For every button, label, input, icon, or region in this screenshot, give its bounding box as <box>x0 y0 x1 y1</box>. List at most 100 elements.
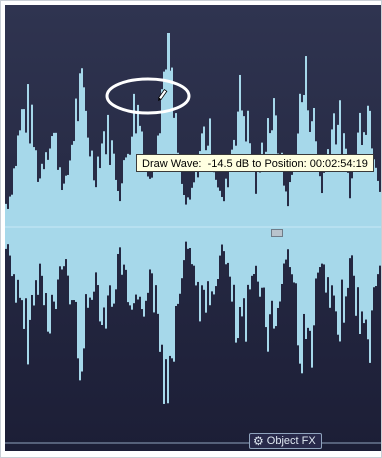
waveform-bar <box>273 98 275 329</box>
waveform-bar <box>63 183 65 267</box>
waveform-bar <box>339 100 341 342</box>
waveform-bar <box>317 161 319 273</box>
waveform-editor[interactable]: Draw Wave: -14.5 dB to Position: 00:02:5… <box>5 5 381 451</box>
waveform-bar <box>57 169 59 280</box>
waveform-bar <box>325 158 327 293</box>
waveform-bar <box>5 203 7 249</box>
waveform-bar <box>309 131 311 331</box>
waveform-bar <box>305 56 307 340</box>
waveform-bars <box>5 33 381 404</box>
waveform-bar <box>251 166 253 276</box>
waveform-bar <box>203 126 205 290</box>
waveform-bar <box>357 132 359 288</box>
waveform-bar <box>181 183 183 279</box>
waveform-bar <box>59 167 61 267</box>
waveform-bar <box>151 177 153 274</box>
waveform-bar <box>85 110 87 295</box>
waveform-bar <box>217 187 219 280</box>
waveform-bar <box>175 113 177 306</box>
waveform-bar <box>297 133 299 346</box>
waveform-bar <box>101 143 103 326</box>
waveform-bar <box>145 159 147 301</box>
waveform-bar <box>133 93 135 304</box>
waveform-bar <box>379 191 381 266</box>
waveform-bar <box>269 133 271 315</box>
waveform-bar <box>323 172 325 265</box>
waveform-bar <box>75 98 77 302</box>
waveform-bar <box>231 149 233 302</box>
waveform-bar <box>223 201 225 252</box>
waveform-bar <box>125 157 127 270</box>
waveform-bar <box>257 170 259 282</box>
waveform-bar <box>153 170 155 313</box>
waveform-bar <box>241 110 243 317</box>
object-fx-button[interactable]: ⚙ Object FX <box>249 433 322 449</box>
waveform-bar <box>295 163 297 284</box>
waveform-bar <box>105 154 107 329</box>
tooltip-level: -14.5 dB <box>207 158 250 170</box>
waveform-bar <box>265 151 267 328</box>
waveform-bar <box>41 163 43 276</box>
waveform-bar <box>377 180 379 275</box>
waveform-bar <box>113 153 115 304</box>
waveform-bar <box>363 132 365 324</box>
waveform-bar <box>83 87 85 349</box>
waveform-bar <box>291 174 293 275</box>
waveform-bar <box>281 152 283 284</box>
waveform-bar <box>131 136 133 310</box>
waveform-bar <box>283 185 285 264</box>
waveform-bar <box>193 182 195 266</box>
waveform-bar <box>15 165 17 303</box>
waveform-bar <box>139 125 141 297</box>
highlight-ellipse <box>105 77 191 115</box>
waveform-bar <box>313 107 315 326</box>
waveform-bar <box>355 161 357 316</box>
waveform-bar <box>191 187 193 265</box>
draw-wave-tooltip: Draw Wave: -14.5 dB to Position: 00:02:5… <box>136 154 374 172</box>
waveform-bar <box>353 163 355 276</box>
waveform-bar <box>349 198 351 259</box>
waveform-bar <box>165 69 167 360</box>
waveform-bar <box>347 172 349 288</box>
waveform-bar <box>61 190 63 270</box>
waveform-bar <box>345 148 347 297</box>
waveform-bar <box>243 116 245 299</box>
waveform-bar <box>117 190 119 254</box>
waveform-bar <box>45 152 47 294</box>
waveform-bar <box>341 154 343 280</box>
waveform-bar <box>31 104 33 295</box>
waveform-bar <box>201 133 203 286</box>
waveform-bar <box>361 145 363 312</box>
waveform-bar <box>315 141 317 279</box>
waveform-bar <box>161 89 163 345</box>
waveform-canvas[interactable] <box>5 5 381 451</box>
waveform-bar <box>17 135 19 280</box>
tooltip-connector: to Position: <box>252 158 307 170</box>
waveform-bar <box>135 133 137 295</box>
waveform-bar <box>239 74 241 307</box>
waveform-bar <box>205 150 207 313</box>
waveform-bar <box>173 117 175 362</box>
waveform-bar <box>77 121 79 359</box>
waveform-bar <box>159 133 161 352</box>
waveform-bar <box>343 133 345 323</box>
waveform-bar <box>301 102 303 374</box>
waveform-bar <box>307 110 309 328</box>
waveform-bar <box>207 145 209 282</box>
waveform-bar <box>213 172 215 295</box>
waveform-bar <box>245 141 247 342</box>
waveform-bar <box>13 168 15 275</box>
volume-handle[interactable] <box>271 229 283 237</box>
waveform-bar <box>81 68 83 372</box>
waveform-bar <box>211 170 213 292</box>
waveform-bar <box>189 199 191 248</box>
waveform-bar <box>19 130 21 298</box>
waveform-bar <box>27 84 29 365</box>
waveform-bar <box>11 194 13 277</box>
waveform-bar <box>137 104 139 300</box>
gear-icon: ⚙ <box>253 434 264 448</box>
waveform-bar <box>149 178 151 270</box>
waveform-bar <box>209 118 211 306</box>
waveform-bar <box>327 149 329 278</box>
